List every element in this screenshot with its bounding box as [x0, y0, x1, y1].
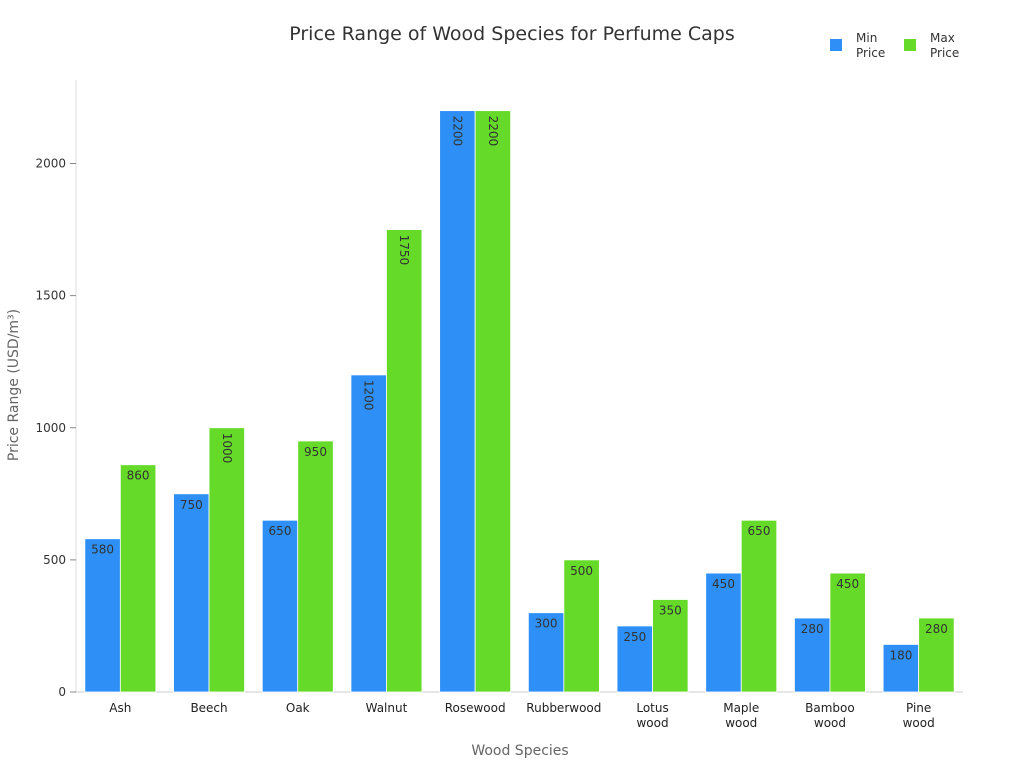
y-tick-label: 1500 — [35, 289, 66, 303]
data-label: 500 — [570, 564, 593, 578]
bar-max — [297, 440, 334, 693]
bar-min — [794, 617, 831, 693]
bar-min — [350, 374, 387, 693]
data-label: 580 — [91, 543, 114, 557]
bar-min — [527, 612, 565, 693]
y-axis-label: Price Range (USD/m³) — [6, 309, 22, 461]
bar-max — [829, 572, 866, 693]
bar-max — [563, 559, 600, 693]
chart-title: Price Range of Wood Species for Perfume … — [289, 23, 734, 45]
x-tick-label: Rubberwood — [526, 701, 601, 715]
legend-swatch — [904, 39, 916, 51]
bar-min — [261, 519, 299, 693]
y-tick-label: 1000 — [35, 421, 66, 435]
data-label: 450 — [836, 577, 859, 591]
data-label: 1200 — [362, 380, 376, 411]
bar-min — [84, 538, 121, 693]
data-label: 1000 — [220, 433, 234, 464]
x-tick-label: Pine wood — [903, 701, 935, 730]
data-label: 300 — [535, 617, 558, 631]
x-tick-label: Maple wood — [723, 701, 759, 730]
data-label: 650 — [269, 524, 292, 538]
bar-max — [119, 464, 157, 693]
y-ticks: 0 500 1000 1500 2000 — [35, 157, 76, 699]
legend: Min Price Max Price — [830, 31, 959, 60]
bar-min — [616, 625, 653, 693]
x-ticks: Ash Beech Oak Walnut Rosewood Rubberwood Lotus… — [109, 701, 934, 730]
x-axis-label: Wood Species — [471, 743, 568, 759]
legend-label: Min Price — [856, 31, 885, 60]
y-tick-label: 500 — [43, 553, 66, 567]
data-label: 1750 — [397, 235, 411, 266]
x-tick-label: Ash — [109, 701, 131, 715]
bar-max — [386, 229, 423, 693]
bar-min — [173, 493, 210, 693]
data-label: 650 — [748, 524, 771, 538]
y-tick-label: 2000 — [35, 157, 66, 171]
legend-label: Max Price — [930, 31, 959, 60]
bar-min — [439, 110, 476, 693]
y-tick-label: 0 — [58, 685, 66, 699]
bar-min — [705, 572, 742, 693]
data-label: 450 — [712, 577, 735, 591]
data-label: 350 — [659, 604, 682, 618]
data-label: 950 — [304, 445, 327, 459]
data-label: 860 — [127, 469, 150, 483]
bars: 580 860 750 1000 650 950 1200 1750 2200 2200 300 50… — [84, 110, 955, 693]
x-tick-label: Beech — [190, 701, 227, 715]
data-label: 250 — [623, 630, 646, 644]
x-tick-label: Walnut — [366, 701, 408, 715]
bar-max — [474, 110, 512, 693]
x-tick-label: Rosewood — [445, 701, 506, 715]
legend-swatch — [830, 39, 842, 51]
bar-max — [652, 599, 689, 693]
bar-max — [918, 617, 955, 693]
data-label: 2200 — [486, 116, 500, 147]
x-tick-label: Lotus wood — [636, 701, 668, 730]
x-tick-label: Oak — [286, 701, 310, 715]
bar-max — [740, 519, 778, 693]
data-label: 180 — [889, 648, 912, 662]
data-label: 750 — [180, 498, 203, 512]
data-label: 2200 — [450, 116, 464, 147]
bar-max — [208, 427, 245, 693]
data-label: 280 — [925, 622, 948, 636]
x-tick-label: Bamboo wood — [805, 701, 855, 730]
data-label: 280 — [801, 622, 824, 636]
